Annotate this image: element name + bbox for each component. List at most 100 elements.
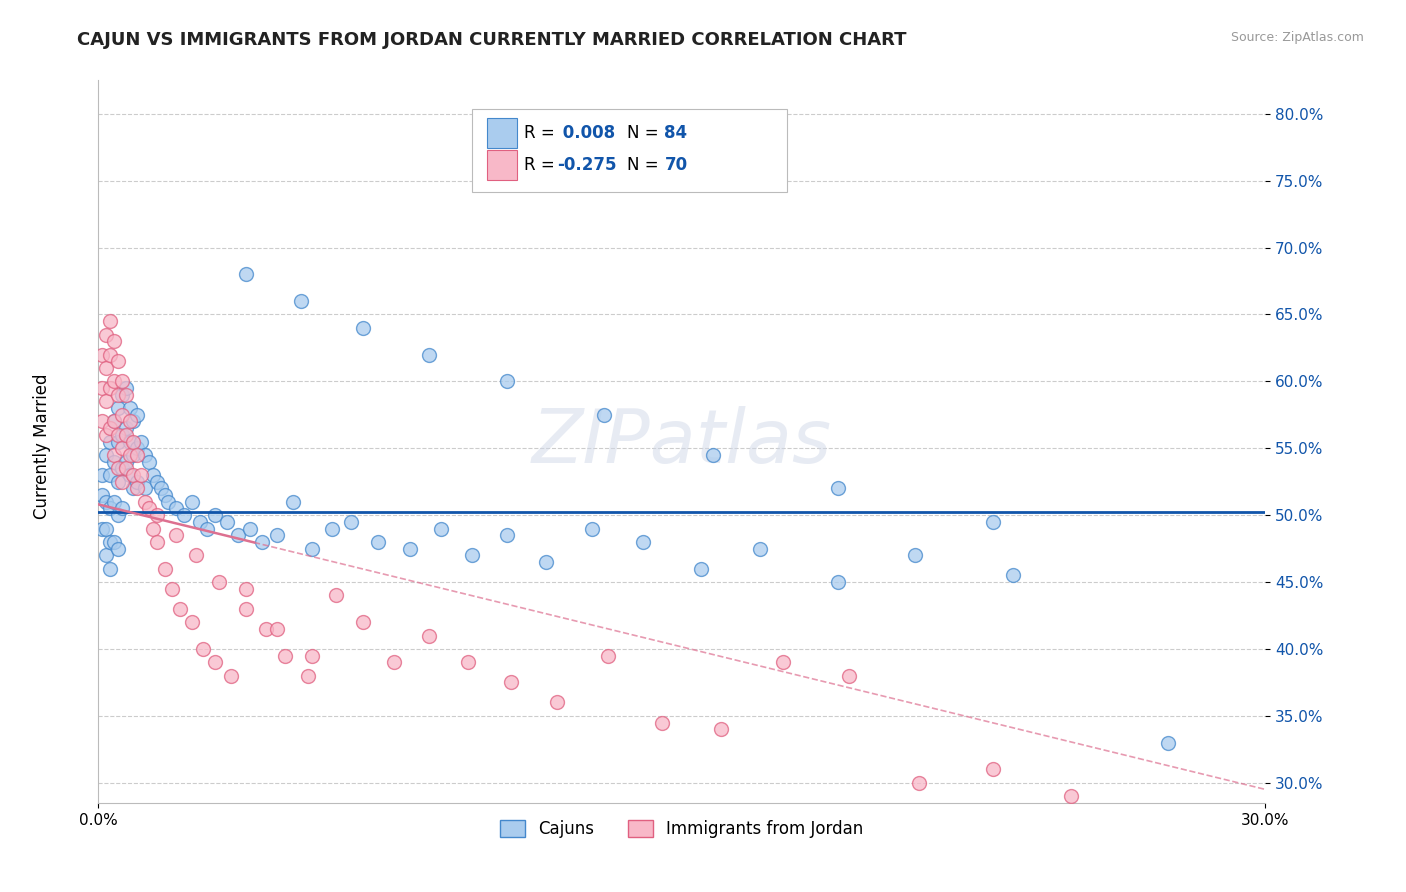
Point	[274, 648, 297, 663]
Point	[103, 414, 125, 429]
Point	[593, 408, 616, 422]
Point	[418, 629, 440, 643]
Point	[96, 427, 118, 442]
Point	[239, 521, 262, 535]
Point	[496, 375, 519, 389]
Point	[138, 454, 160, 468]
Point	[651, 715, 673, 730]
Point	[162, 582, 184, 596]
Point	[382, 655, 405, 669]
Point	[352, 615, 374, 630]
Point	[91, 467, 114, 482]
Point	[91, 348, 114, 362]
Point	[122, 414, 145, 429]
Point	[103, 454, 125, 468]
Text: Currently Married: Currently Married	[34, 373, 51, 519]
Point	[772, 655, 794, 669]
Point	[281, 494, 304, 508]
Point	[96, 448, 118, 462]
Point	[297, 669, 319, 683]
Point	[96, 521, 118, 535]
Point	[134, 494, 156, 508]
Point	[290, 293, 312, 308]
Text: N =: N =	[627, 156, 664, 174]
Point	[173, 508, 195, 523]
Point	[596, 648, 619, 663]
Text: R =: R =	[524, 124, 561, 142]
Point	[107, 434, 129, 449]
FancyBboxPatch shape	[472, 109, 787, 193]
Point	[457, 655, 479, 669]
Point	[107, 354, 129, 368]
Point	[180, 615, 202, 630]
Point	[367, 534, 389, 549]
Point	[153, 488, 176, 502]
Point	[96, 394, 118, 409]
Text: N =: N =	[627, 124, 664, 142]
Point	[546, 696, 568, 710]
Point	[1060, 789, 1083, 804]
Point	[215, 515, 238, 529]
Point	[146, 475, 169, 489]
Point	[107, 401, 129, 416]
Point	[91, 521, 114, 535]
Point	[107, 508, 129, 523]
Point	[146, 508, 169, 523]
Point	[107, 427, 129, 442]
Point	[904, 548, 927, 563]
Point	[748, 541, 770, 556]
Point	[96, 327, 118, 342]
Point	[169, 601, 191, 615]
Point	[193, 641, 215, 656]
Point	[98, 434, 121, 449]
Point	[118, 401, 141, 416]
Point	[250, 534, 273, 549]
Point	[107, 541, 129, 556]
Point	[127, 475, 149, 489]
Point	[710, 723, 733, 737]
Point	[981, 515, 1004, 529]
Point	[111, 461, 134, 475]
Point	[118, 434, 141, 449]
Point	[96, 361, 118, 376]
Point	[122, 482, 145, 496]
Point	[180, 494, 202, 508]
Point	[429, 521, 451, 535]
Point	[114, 387, 136, 401]
Point	[122, 434, 145, 449]
Point	[127, 448, 149, 462]
Point	[142, 467, 165, 482]
Point	[103, 448, 125, 462]
Text: Source: ZipAtlas.com: Source: ZipAtlas.com	[1230, 31, 1364, 45]
Point	[129, 434, 152, 449]
Point	[981, 762, 1004, 776]
Point	[98, 421, 121, 435]
Point	[111, 427, 134, 442]
Point	[153, 562, 176, 576]
Point	[157, 494, 180, 508]
Point	[195, 521, 218, 535]
Point	[103, 334, 125, 348]
Point	[111, 501, 134, 516]
Point	[235, 582, 257, 596]
Point	[138, 501, 160, 516]
FancyBboxPatch shape	[486, 118, 517, 148]
Point	[254, 622, 277, 636]
Point	[690, 562, 713, 576]
Point	[107, 461, 129, 475]
Point	[827, 482, 849, 496]
Text: R =: R =	[524, 156, 561, 174]
Point	[134, 482, 156, 496]
Point	[103, 534, 125, 549]
Point	[827, 574, 849, 589]
Point	[111, 475, 134, 489]
Point	[1001, 568, 1024, 582]
Point	[204, 655, 226, 669]
Point	[91, 414, 114, 429]
Point	[228, 528, 250, 542]
Point	[142, 521, 165, 535]
Point	[838, 669, 860, 683]
Text: 84: 84	[665, 124, 688, 142]
Point	[301, 541, 323, 556]
Point	[908, 776, 931, 790]
